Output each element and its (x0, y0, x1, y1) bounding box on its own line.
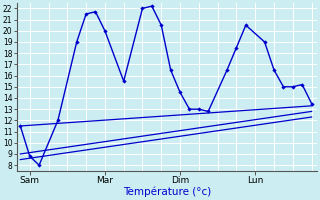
X-axis label: Température (°c): Température (°c) (123, 187, 211, 197)
